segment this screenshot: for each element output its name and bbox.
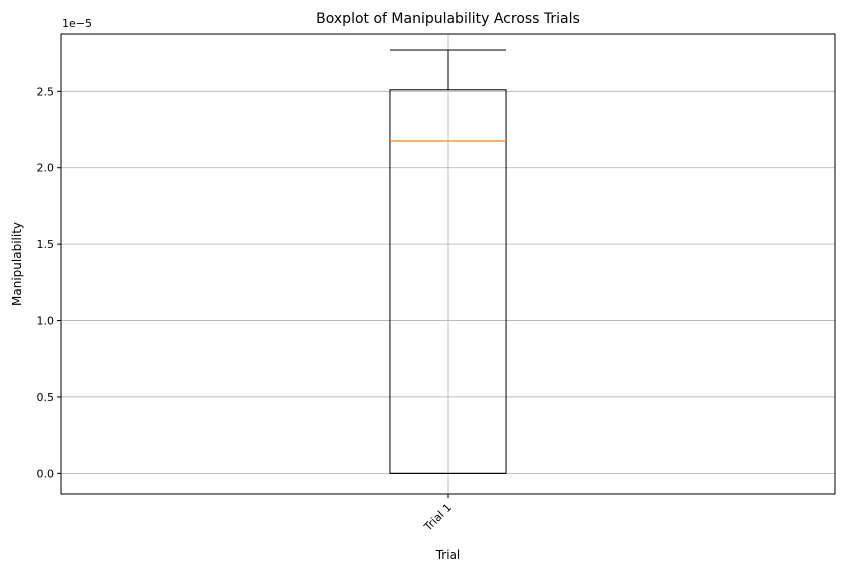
x-tick-label: Trial 1 — [421, 501, 454, 534]
y-tick-label: 1.5 — [37, 238, 55, 251]
y-tick-label: 0.0 — [37, 467, 55, 480]
y-tick-label: 0.5 — [37, 391, 55, 404]
box-group — [389, 49, 507, 474]
y-scale-label: 1e−5 — [62, 17, 92, 30]
y-ticks: 0.0 0.5 1.0 1.5 2.0 2.5 — [37, 85, 61, 480]
x-ticks: Trial 1 — [421, 494, 454, 534]
x-axis-label: Trial — [435, 548, 461, 562]
y-tick-label: 1.0 — [37, 315, 55, 328]
plot-frame — [60, 33, 836, 495]
box-iqr — [389, 89, 507, 474]
y-tick-label: 2.5 — [37, 85, 55, 98]
y-axis-label: Manipulability — [10, 222, 24, 306]
y-tick-label: 2.0 — [37, 162, 55, 175]
chart-title: Boxplot of Manipulability Across Trials — [316, 11, 580, 27]
